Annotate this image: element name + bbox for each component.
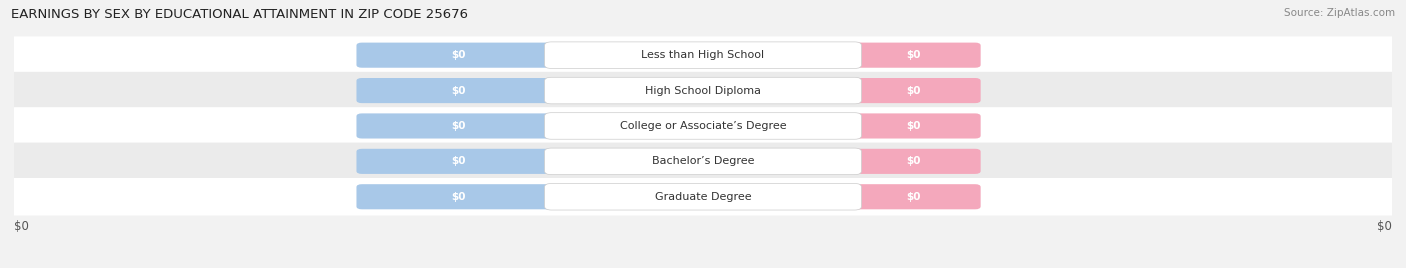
Text: Less than High School: Less than High School [641,50,765,60]
FancyBboxPatch shape [544,184,862,210]
Text: College or Associate’s Degree: College or Associate’s Degree [620,121,786,131]
FancyBboxPatch shape [11,72,1395,109]
FancyBboxPatch shape [357,43,561,68]
FancyBboxPatch shape [11,143,1395,180]
FancyBboxPatch shape [357,113,561,139]
Text: $0: $0 [905,121,921,131]
FancyBboxPatch shape [544,42,862,68]
FancyBboxPatch shape [11,178,1395,215]
Text: $0: $0 [1376,220,1392,233]
Text: $0: $0 [451,156,465,166]
FancyBboxPatch shape [11,107,1395,145]
Text: Graduate Degree: Graduate Degree [655,192,751,202]
FancyBboxPatch shape [544,148,862,175]
Text: $0: $0 [451,50,465,60]
FancyBboxPatch shape [845,184,980,209]
Text: $0: $0 [451,192,465,202]
Text: $0: $0 [451,121,465,131]
Text: EARNINGS BY SEX BY EDUCATIONAL ATTAINMENT IN ZIP CODE 25676: EARNINGS BY SEX BY EDUCATIONAL ATTAINMEN… [11,8,468,21]
FancyBboxPatch shape [544,77,862,104]
Text: $0: $0 [451,85,465,96]
FancyBboxPatch shape [357,149,561,174]
FancyBboxPatch shape [845,149,980,174]
FancyBboxPatch shape [845,78,980,103]
FancyBboxPatch shape [357,78,561,103]
Text: Source: ZipAtlas.com: Source: ZipAtlas.com [1284,8,1395,18]
FancyBboxPatch shape [845,113,980,139]
Text: Bachelor’s Degree: Bachelor’s Degree [652,156,754,166]
Text: High School Diploma: High School Diploma [645,85,761,96]
FancyBboxPatch shape [11,36,1395,74]
Text: $0: $0 [905,192,921,202]
Text: $0: $0 [905,156,921,166]
Text: $0: $0 [905,85,921,96]
Text: $0: $0 [14,220,30,233]
Text: $0: $0 [905,50,921,60]
FancyBboxPatch shape [357,184,561,209]
FancyBboxPatch shape [544,113,862,139]
FancyBboxPatch shape [845,43,980,68]
